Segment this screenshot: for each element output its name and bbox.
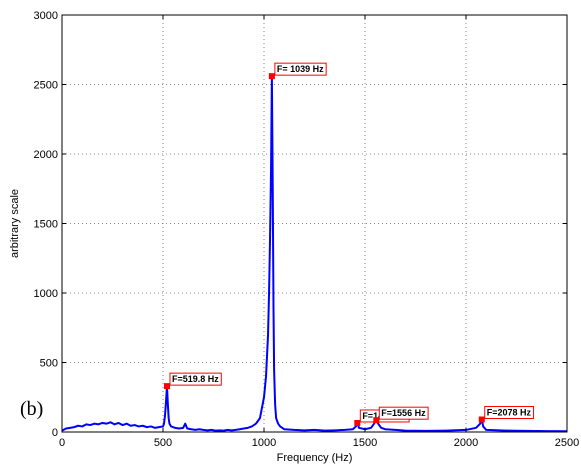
x-tick-label: 1500 — [353, 437, 377, 449]
peak-label-box — [484, 405, 535, 419]
grid-lines — [62, 15, 567, 432]
peak-label: F=519.8 Hz — [169, 372, 222, 386]
peak-label: F=2078 Hz — [484, 405, 535, 419]
peak-label-text: F=2078 Hz — [487, 407, 532, 417]
peak-label-box — [378, 406, 429, 420]
x-tick-label: 2500 — [555, 437, 579, 449]
peak-label-text: F=519.8 Hz — [172, 374, 219, 384]
y-tick-label: 3000 — [34, 10, 58, 22]
peak-marker — [373, 417, 380, 424]
peak-label: F=1556 Hz — [378, 406, 429, 420]
y-tick-label: 2500 — [34, 80, 58, 92]
x-tick-label: 2000 — [454, 437, 478, 449]
peak-label-box — [274, 62, 327, 76]
y-axis-label: arbitrary scale — [9, 189, 21, 258]
y-tick-label: 500 — [40, 358, 58, 370]
peak-label-text: F= 1039 Hz — [277, 64, 324, 74]
x-tick-label: 500 — [154, 437, 172, 449]
peak-marker — [478, 416, 485, 423]
x-axis-ticks: 0 500 1000 1500 2000 2500 — [59, 15, 579, 449]
y-tick-label: 1500 — [34, 219, 58, 231]
peak-label-text: F=1556 Hz — [381, 408, 426, 418]
x-axis-label: Frequency (Hz) — [277, 452, 353, 464]
y-tick-label: 0 — [52, 427, 58, 439]
peak-label-box — [169, 372, 222, 386]
peak-marker — [163, 383, 170, 390]
peak-label: F= 1039 Hz — [274, 62, 327, 76]
peak-annotations: F=519.8 HzF= 1039 HzF=1462 HzF=1556 HzF=… — [163, 62, 535, 426]
panel-label: (b) — [20, 398, 44, 420]
y-tick-label: 2000 — [34, 149, 58, 161]
x-tick-label: 0 — [59, 437, 65, 449]
y-axis-ticks: 0 500 1000 1500 2000 2500 3000 — [34, 10, 567, 439]
peak-marker — [268, 73, 275, 80]
y-tick-label: 1000 — [34, 288, 58, 300]
peak-marker — [354, 419, 361, 426]
x-tick-label: 1000 — [252, 437, 276, 449]
